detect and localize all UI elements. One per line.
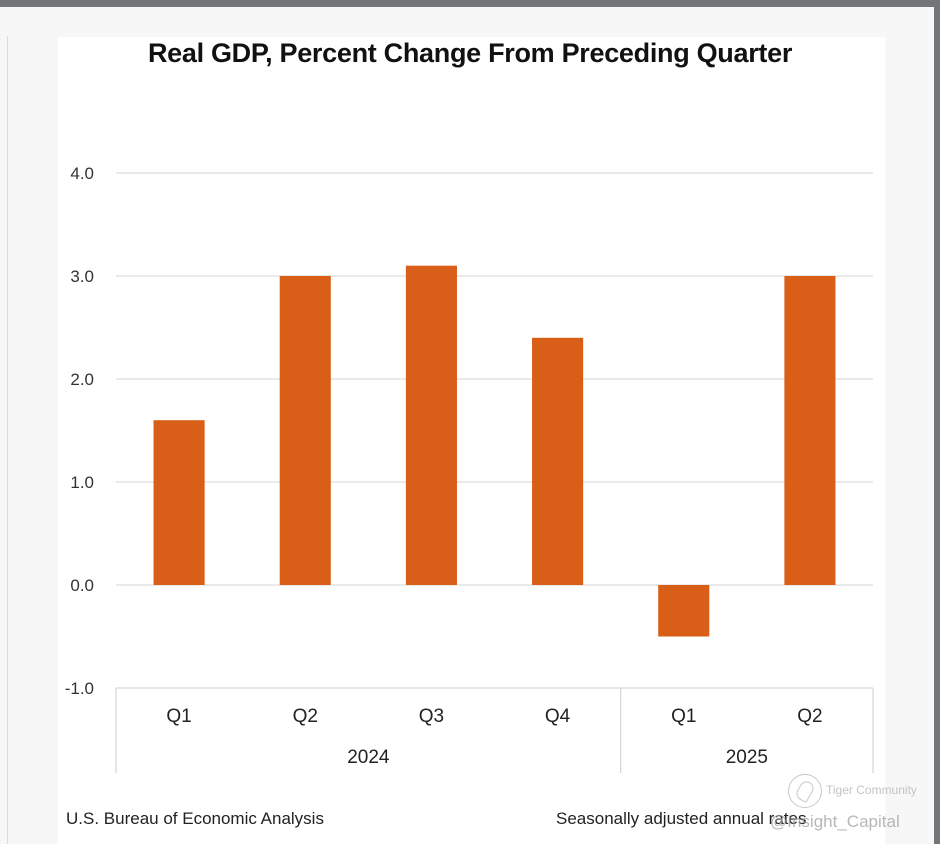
watermark-brand: Tiger Community — [826, 783, 917, 797]
window-top-border — [0, 0, 940, 7]
bar — [405, 265, 457, 585]
x-tick-label: Q1 — [166, 706, 191, 727]
rates-note: Seasonally adjusted annual rates — [556, 809, 807, 828]
chart-title: Real GDP, Percent Change From Preceding … — [147, 38, 793, 68]
y-axis-ticks: -1.0 0.0 1.0 2.0 3.0 4.0 — [65, 164, 94, 698]
bar — [784, 276, 836, 585]
group-label: 2024 — [347, 747, 390, 768]
x-tick-label: Q4 — [545, 706, 571, 727]
group-label: 2025 — [726, 747, 768, 768]
x-axis: Q1 Q2 Q3 Q4 Q1 Q2 2024 2025 — [115, 687, 874, 773]
y-tick-label: 0.0 — [70, 576, 94, 595]
bar — [532, 337, 584, 585]
gridlines — [116, 172, 873, 586]
y-tick-label: 4.0 — [70, 164, 94, 183]
tiger-logo-icon — [788, 774, 822, 808]
y-tick-label: 2.0 — [70, 370, 94, 389]
bar — [153, 420, 205, 585]
x-tick-label: Q1 — [671, 706, 696, 727]
x-tick-label: Q3 — [419, 706, 444, 727]
y-tick-label: 1.0 — [70, 473, 94, 492]
y-tick-label: 3.0 — [70, 267, 94, 286]
page-edge-line — [7, 36, 8, 844]
bar — [658, 585, 710, 637]
x-tick-label: Q2 — [797, 706, 822, 727]
x-tick-label: Q2 — [293, 706, 318, 727]
watermark-handle: @Insight_Capital — [770, 812, 900, 831]
window-right-border — [934, 0, 940, 844]
y-tick-label: -1.0 — [65, 679, 94, 698]
source-note: U.S. Bureau of Economic Analysis — [66, 809, 324, 828]
bar — [279, 276, 331, 585]
bars — [153, 265, 836, 637]
